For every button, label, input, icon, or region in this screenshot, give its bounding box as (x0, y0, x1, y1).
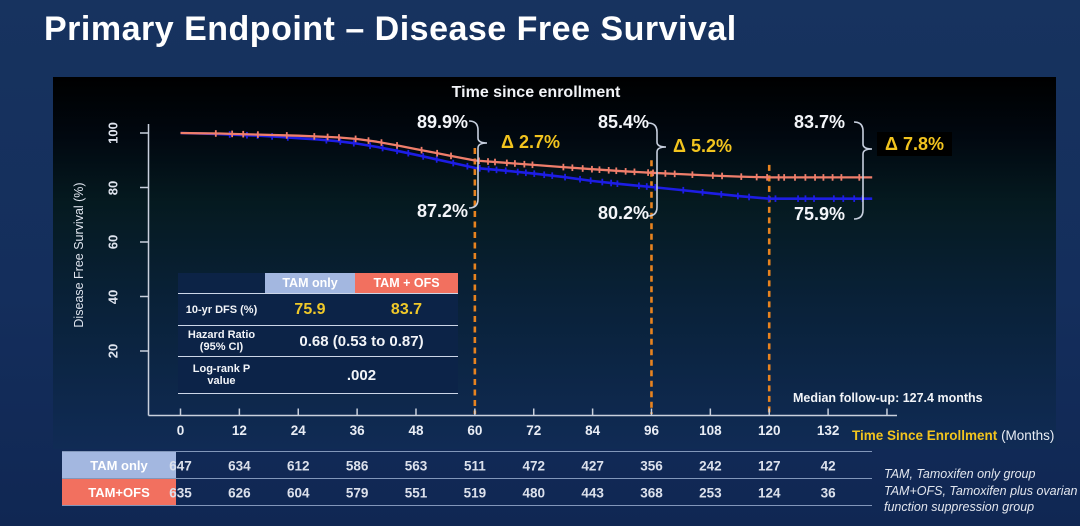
milestone-lower-label: 87.2% (416, 201, 468, 221)
y-axis-label: Disease Free Survival (%) (72, 182, 86, 328)
x-axis-label-unit: (Months) (1001, 428, 1055, 443)
risk-count: 563 (404, 458, 428, 473)
risk-count: 519 (463, 485, 487, 500)
x-tick-label: 36 (349, 423, 365, 438)
median-followup-note: Median follow-up: 127.4 months (793, 391, 983, 405)
risk-count: 604 (286, 485, 310, 500)
milestone-delta-label: Δ 5.2% (673, 136, 732, 156)
x-tick-label: 96 (643, 423, 659, 438)
x-tick-label: 84 (585, 423, 601, 438)
stats-table: TAM only TAM + OFS 10-yr DFS (%) 75.9 83… (178, 273, 458, 394)
risk-count: 551 (404, 485, 428, 500)
y-tick-label: 60 (105, 234, 121, 250)
stats-label-dfs: 10-yr DFS (%) (185, 303, 258, 316)
risk-count: 626 (228, 485, 251, 500)
risk-table-line-top (62, 451, 872, 452)
risk-count: 634 (228, 458, 251, 473)
chart-title: Time since enrollment (451, 84, 621, 101)
x-tick-label: 132 (816, 423, 840, 438)
stats-table-header: TAM only TAM + OFS (178, 273, 458, 294)
risk-count: 427 (581, 458, 604, 473)
milestone-upper-label: 85.4% (597, 112, 649, 132)
stats-label-pvalue: Log-rank P value (192, 363, 251, 387)
risk-count: 586 (345, 458, 369, 473)
stats-row-pvalue: Log-rank P value .002 (178, 357, 458, 394)
y-tick-label: 40 (105, 289, 121, 304)
risk-label-tam-only: TAM only (62, 452, 176, 478)
risk-count: 242 (699, 458, 722, 473)
risk-count: 36 (820, 485, 836, 500)
stats-row-hazard: Hazard Ratio (95% CI) 0.68 (0.53 to 0.87… (178, 326, 458, 357)
milestone-delta-label: Δ 7.8% (877, 132, 952, 156)
risk-table-line-bottom (62, 505, 872, 506)
milestone-lower-label: 75.9% (793, 204, 845, 224)
stats-label-hazard: Hazard Ratio (95% CI) (187, 329, 256, 353)
x-axis-label: Time Since Enrollment (Months) (852, 428, 1054, 443)
milestone-delta-label: Δ 2.7% (501, 132, 560, 152)
x-tick-label: 0 (176, 423, 185, 438)
risk-count: 612 (286, 458, 310, 473)
stats-value-dfs-ofs: 83.7 (390, 300, 423, 318)
risk-count: 356 (640, 458, 663, 473)
risk-count: 127 (757, 458, 781, 473)
stats-row-dfs: 10-yr DFS (%) 75.9 83.7 (178, 294, 458, 326)
risk-count: 579 (345, 485, 369, 500)
stats-value-hazard: 0.68 (0.53 to 0.87) (299, 332, 424, 350)
milestone-upper-label: 89.9% (416, 112, 468, 132)
risk-count: 635 (169, 485, 192, 500)
stats-value-dfs-tam: 75.9 (294, 300, 326, 318)
risk-count: 480 (522, 485, 545, 500)
x-tick-label: 120 (757, 423, 781, 438)
risk-count: 511 (463, 458, 486, 473)
x-axis-label-main: Time Since Enrollment (852, 428, 998, 443)
stats-header-tam-only: TAM only (265, 273, 355, 293)
stats-header-tam-ofs: TAM + OFS (355, 273, 458, 293)
x-tick-label: 24 (290, 423, 306, 438)
milestone-upper-label: 83.7% (793, 112, 845, 132)
x-tick-label: 60 (467, 423, 483, 438)
x-tick-label: 108 (699, 423, 722, 438)
x-tick-label: 48 (408, 423, 424, 438)
milestone-lower-label: 80.2% (597, 203, 649, 223)
risk-label-tam-ofs: TAM+OFS (62, 479, 176, 505)
risk-count: 124 (757, 485, 781, 500)
stats-value-pvalue: .002 (346, 366, 377, 384)
y-tick-label: 100 (105, 122, 121, 144)
footnote-tam: TAM, Tamoxifen only group (884, 467, 1036, 481)
x-tick-label: 12 (231, 423, 247, 438)
risk-count: 472 (522, 458, 545, 473)
risk-table-line-middle (62, 478, 872, 479)
page-title: Primary Endpoint – Disease Free Survival (44, 10, 737, 48)
risk-count: 42 (820, 458, 836, 473)
risk-count: 647 (169, 458, 192, 473)
stats-header-empty (178, 273, 265, 293)
risk-count: 368 (640, 485, 663, 500)
risk-count: 253 (699, 485, 722, 500)
y-tick-label: 80 (105, 180, 121, 195)
x-tick-label: 72 (526, 423, 542, 438)
footnote-tam-ofs: TAM+OFS, Tamoxifen plus ovarian function… (884, 484, 1078, 514)
y-tick-label: 20 (105, 343, 121, 359)
risk-count: 443 (581, 485, 604, 500)
